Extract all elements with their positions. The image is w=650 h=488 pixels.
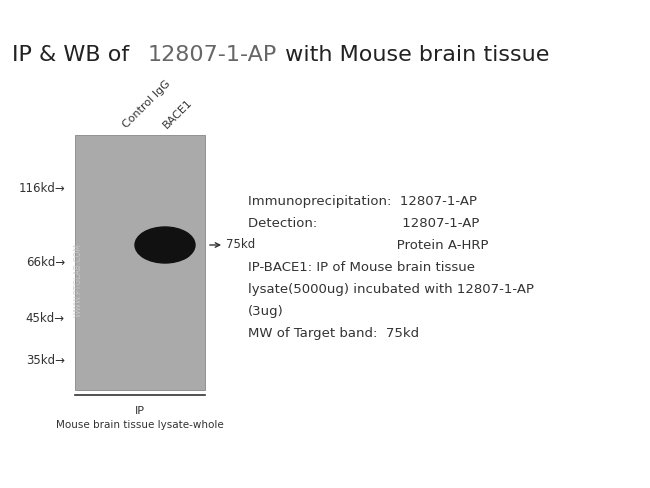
Bar xyxy=(75,135,205,390)
Ellipse shape xyxy=(157,233,193,261)
Text: IP & WB of: IP & WB of xyxy=(12,45,136,65)
Text: BACE1: BACE1 xyxy=(161,97,194,130)
Text: 12807-1-AP: 12807-1-AP xyxy=(148,45,278,65)
Text: 75kd: 75kd xyxy=(226,239,255,251)
Text: lysate(5000ug) incubated with 12807-1-AP: lysate(5000ug) incubated with 12807-1-AP xyxy=(248,283,534,296)
Ellipse shape xyxy=(135,227,195,263)
Text: with Mouse brain tissue: with Mouse brain tissue xyxy=(278,45,549,65)
Text: 66kd→: 66kd→ xyxy=(26,256,65,268)
Text: WWW.PTGLAB.COM: WWW.PTGLAB.COM xyxy=(73,243,83,317)
Text: Control IgG: Control IgG xyxy=(121,79,172,130)
Text: IP: IP xyxy=(135,406,145,416)
Text: Mouse brain tissue lysate-whole: Mouse brain tissue lysate-whole xyxy=(56,420,224,430)
Text: 35kd→: 35kd→ xyxy=(26,353,65,366)
Text: (3ug): (3ug) xyxy=(248,305,284,318)
Text: IP-BACE1: IP of Mouse brain tissue: IP-BACE1: IP of Mouse brain tissue xyxy=(248,261,475,274)
Text: 116kd→: 116kd→ xyxy=(18,182,65,195)
Text: Protein A-HRP: Protein A-HRP xyxy=(248,239,489,252)
Text: Detection:                    12807-1-AP: Detection: 12807-1-AP xyxy=(248,217,480,230)
Text: MW of Target band:  75kd: MW of Target band: 75kd xyxy=(248,327,419,340)
Text: 45kd→: 45kd→ xyxy=(26,311,65,325)
Text: Immunoprecipitation:  12807-1-AP: Immunoprecipitation: 12807-1-AP xyxy=(248,195,477,208)
